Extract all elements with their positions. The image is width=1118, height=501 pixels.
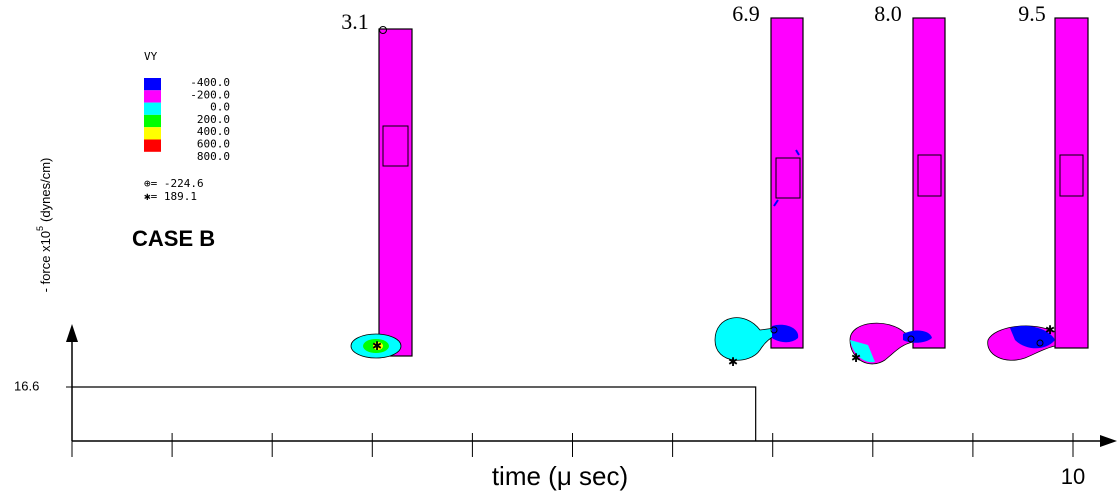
snapshot-label: 3.1 (341, 9, 369, 34)
snapshot-1: ✱ (350, 26, 413, 359)
snapshot-label: 6.9 (732, 1, 760, 26)
x-axis-label: time (μ sec) (492, 461, 628, 491)
legend-label: -400.0 (190, 76, 230, 89)
snapshot-label: 9.5 (1018, 1, 1046, 26)
y-axis-label: - force x105 (dynes/cm) (35, 158, 53, 293)
y-tick-label: 16.6 (14, 378, 39, 393)
legend-label: 200.0 (197, 113, 230, 126)
y-label-text: - force x10 (38, 231, 53, 292)
case-label: CASE B (132, 226, 215, 251)
force-line (72, 386, 757, 441)
legend-min: ⊕= -224.6 (144, 177, 204, 190)
svg-text:✱: ✱ (728, 355, 738, 369)
snapshot-4: ✱ (987, 17, 1089, 361)
svg-text:✱: ✱ (1045, 323, 1055, 337)
legend-label: 600.0 (197, 138, 230, 151)
legend-swatch (144, 78, 161, 91)
snapshot-2: ✱ (714, 17, 804, 369)
legend-label: 800.0 (197, 150, 230, 163)
legend-title: VY (144, 50, 158, 63)
x-arrow (1100, 435, 1117, 447)
legend-label: 400.0 (197, 125, 230, 138)
svg-text:✱: ✱ (851, 351, 861, 365)
legend-label: 0.0 (210, 101, 230, 114)
legend-swatch (144, 114, 161, 128)
legend-swatch (144, 102, 161, 115)
legend-swatch (144, 139, 161, 152)
snapshot-3: ✱ (849, 17, 946, 365)
legend-max: ✱= 189.1 (144, 190, 197, 203)
y-arrow (66, 324, 78, 342)
snapshot-label: 8.0 (874, 1, 902, 26)
legend-swatch (144, 127, 161, 140)
svg-text:✱: ✱ (372, 339, 382, 353)
legend-swatch (144, 90, 161, 103)
x-tick-label: 10 (1061, 464, 1085, 489)
y-label-unit: (dynes/cm) (38, 158, 53, 222)
legend-label: -200.0 (190, 88, 230, 101)
y-label-sup: 5 (35, 226, 45, 231)
